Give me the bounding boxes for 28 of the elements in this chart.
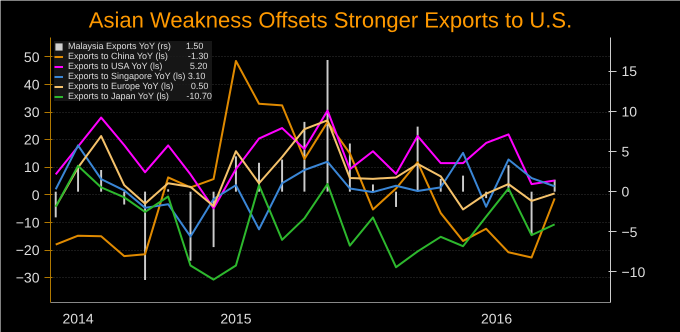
line-series (54, 144, 556, 238)
y-tick-label: −20 (16, 242, 40, 258)
x-tick-label: 2016 (480, 310, 512, 326)
x-tick-label: 2015 (220, 310, 252, 326)
y2-tick-label: 5 (622, 144, 630, 160)
y-tick-label: 50 (24, 48, 40, 65)
y-tick-label: −30 (16, 270, 40, 286)
y2-tick-label: −5 (622, 224, 638, 240)
y-tick-label: 40 (24, 76, 40, 92)
legend-label: Exports to USA YoY (ls) 5.20 (68, 61, 208, 71)
line-series (54, 60, 556, 259)
legend-label: Exports to China YoY (ls) -1.30 (68, 51, 208, 61)
y2-tick-label: 15 (622, 63, 638, 80)
y-tick-label: −10 (16, 214, 40, 230)
y-tick-label: 0 (32, 186, 40, 203)
y-tick-label: 10 (24, 159, 40, 176)
legend-label: Exports to Singapore YoY (ls) 3.10 (68, 71, 206, 81)
legend-label: Malaysia Exports YoY (rs) 1.50 (68, 41, 204, 51)
legend-label: Exports to Japan YoY (ls) -10.70 (68, 91, 212, 101)
y2-tick-label: −10 (622, 264, 646, 280)
chart-title: Asian Weakness Offsets Stronger Exports to U.S. (88, 8, 572, 32)
y-tick-label: 30 (24, 104, 40, 120)
y2-tick-label: 0 (622, 184, 630, 200)
y-tick-label: 20 (24, 132, 40, 148)
x-tick-label: 2014 (62, 310, 94, 326)
legend-label: Exports to Europe YoY (ls) 0.50 (68, 81, 208, 91)
line-series (54, 164, 556, 281)
y2-tick-label: 10 (622, 103, 638, 120)
